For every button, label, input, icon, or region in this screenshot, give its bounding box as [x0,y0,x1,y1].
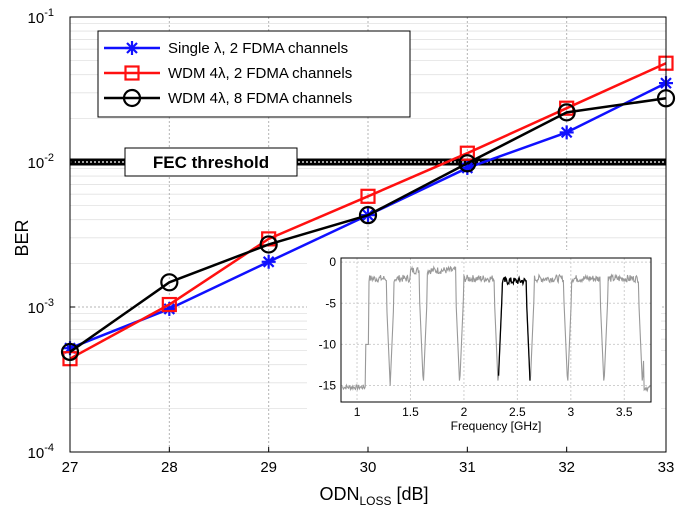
fec-threshold-label-box [124,147,298,177]
legend-swatch-marker [122,88,142,108]
x-axis-label-main: ODN [319,484,359,504]
inset-highlight-trace [497,275,531,381]
inset-y-tick-label: -10 [319,337,337,351]
inset-x-tick-label: 1 [354,405,361,419]
y-tick-base: 10 [28,300,45,317]
square-marker [360,188,376,204]
inset-frame [340,257,652,403]
legend-entry-label: Single λ, 2 FDMA channels [168,40,348,57]
asterisk-stroke [262,256,275,268]
circle-marker [122,88,142,108]
x-tick-label: 28 [161,459,178,476]
data-point-s1-32 [559,125,574,140]
circle-marker [259,235,278,254]
inset-y-tick-label: 0 [329,255,336,269]
asterisk-stroke [126,42,138,54]
y-tick-base: 10 [28,445,45,462]
fec-threshold-label: FEC threshold [153,153,269,172]
y-tick-base: 10 [28,155,45,172]
series-line-2 [69,62,667,360]
square-marker [161,296,177,313]
y-tick-exponent: -3 [44,297,54,309]
inset-x-tick-label: 1.5 [402,405,419,419]
data-point-s2-28 [161,296,177,313]
circle-marker [160,273,179,292]
circle-marker [557,103,576,122]
legend-entry-label: WDM 4λ, 8 FDMA channels [168,90,352,107]
data-point-s3-31 [458,154,477,173]
y-axis-label: BER [12,219,32,256]
fec-threshold-line: FEC threshold [70,147,666,177]
inset-y-tick-label: -5 [325,296,336,310]
y-tick-exponent: -1 [44,7,54,19]
inset-x-tick-label: 2.5 [509,405,526,419]
x-tick-label: 32 [558,459,575,476]
data-point-s2-31 [459,145,475,161]
square-marker [124,65,140,81]
data-point-s3-28 [160,273,179,292]
x-tick-label: 27 [62,459,79,476]
legend-entry-label: WDM 4λ, 2 FDMA channels [168,65,352,82]
square-marker [459,145,475,161]
inset-x-tick-label: 2 [461,405,468,419]
circle-marker [358,206,378,225]
data-point-s3-32 [557,103,576,122]
data-point-s2-30 [360,188,376,204]
data-point-s3-29 [259,235,278,254]
y-tick-label: 10-1 [28,7,54,27]
x-axis-label: ODNLOSS [dB] [319,484,428,508]
data-point-s3-30 [358,206,378,225]
inset-spectrum-trace [341,265,651,393]
series-line-3 [69,97,667,353]
y-tick-label: 10-2 [28,152,54,172]
y-tick-exponent: -4 [44,442,54,454]
legend-swatch-marker [125,41,139,55]
x-tick-label: 33 [658,459,675,476]
x-tick-label: 31 [459,459,476,476]
x-tick-label: 30 [360,459,377,476]
circle-marker [458,154,477,173]
inset-spectrum: 1 1.5 2 2.5 3 3.5 0 -5 -10 -15 Frequency [GHz] [307,250,661,446]
y-tick-label: 10-3 [28,297,54,317]
asterisk-stroke [560,126,573,139]
inset-y-tick-label: -15 [319,379,337,393]
data-point-s1-29 [261,254,276,269]
y-tick-exponent: -2 [44,152,54,164]
inset-x-tick-label: 3.5 [616,405,633,419]
y-tick-label: 10-4 [28,442,54,462]
legend-swatch-marker [124,65,140,81]
inset-x-tick-label: 3 [567,405,574,419]
inset-x-axis-label: Frequency [GHz] [451,419,542,433]
series-group [60,55,676,367]
x-tick-label: 29 [260,459,277,476]
asterisk-stroke [163,303,176,315]
x-axis-label-sub: LOSS [359,494,391,508]
x-axis-label-unit: [dB] [391,484,428,504]
legend: Single λ, 2 FDMA channels WDM 4λ, 2 FDMA … [97,30,411,118]
y-tick-base: 10 [28,10,45,27]
